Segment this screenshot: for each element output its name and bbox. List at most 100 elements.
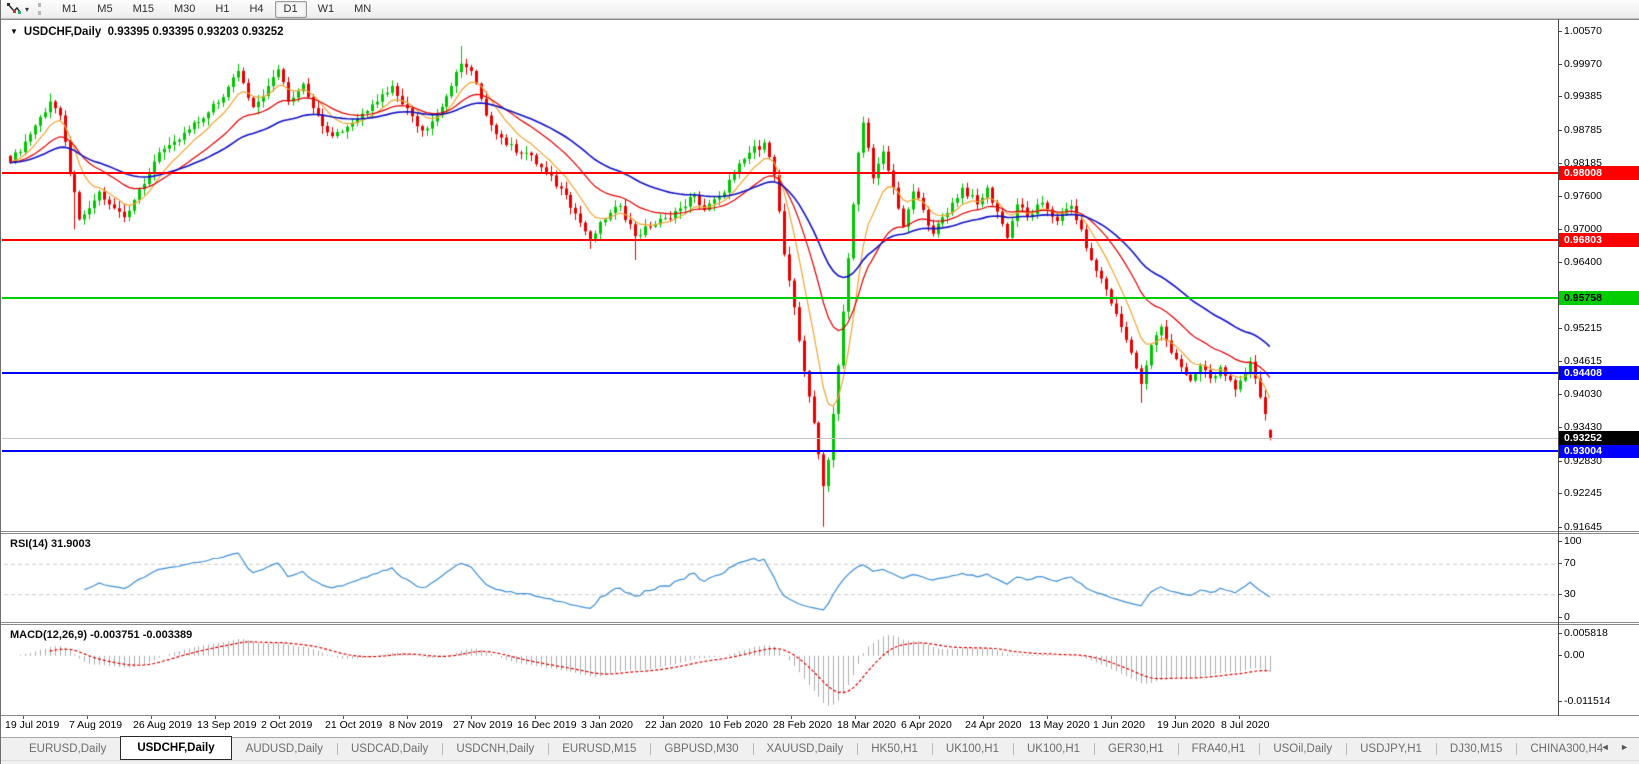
price-axis-tick: 0.95215 — [1558, 322, 1602, 335]
collapse-triangle-icon[interactable]: ▼ — [10, 27, 18, 36]
timeframe-button-m15[interactable]: M15 — [132, 2, 154, 15]
macd-axis-tick: 0.00 — [1557, 649, 1585, 662]
level-price-box: 0.98008 — [1559, 166, 1639, 180]
date-label: 8 Nov 2019 — [389, 719, 443, 731]
price-axis-tick: 0.92245 — [1558, 487, 1602, 500]
tab-scroll-left-icon[interactable]: ◄ — [1600, 742, 1610, 752]
chart-tab-uk100-h1[interactable]: UK100,H1 — [1012, 738, 1094, 760]
date-tick — [87, 716, 88, 719]
date-label: 8 Jul 2020 — [1221, 719, 1270, 731]
rsi-axis-tick: 30 — [1558, 587, 1576, 600]
current-price-line — [2, 438, 1558, 439]
chart-tab-china300-h4[interactable]: CHINA300,H4 — [1516, 738, 1617, 760]
price-axis-tick: 0.94615 — [1558, 355, 1602, 368]
date-tick — [727, 716, 728, 719]
timeframe-button-d1[interactable]: D1 — [274, 0, 307, 18]
date-tick — [23, 716, 24, 719]
timeframe-button-h1[interactable]: H1 — [215, 2, 230, 15]
date-label: 18 Mar 2020 — [837, 719, 896, 731]
chart-tab-usdjpy-h1[interactable]: USDJPY,H1 — [1346, 738, 1436, 760]
date-label: 19 Jun 2020 — [1157, 719, 1215, 731]
date-label: 16 Dec 2019 — [517, 719, 577, 731]
date-label: 28 Feb 2020 — [773, 719, 832, 731]
tab-scroll-arrows: ◄ ► — [1593, 742, 1629, 752]
date-tick — [215, 716, 216, 719]
level-price-box: 0.94408 — [1559, 366, 1639, 380]
date-label: 3 Jan 2020 — [581, 719, 633, 731]
date-label: 1 Jun 2020 — [1093, 719, 1145, 731]
date-tick — [599, 716, 600, 719]
timeframe-button-mn[interactable]: MN — [354, 2, 372, 15]
horizontal-level-line[interactable] — [2, 450, 1558, 452]
time-axis[interactable]: 19 Jul 2019 7 Aug 2019 26 Aug 2019 13 Sep 2… — [1, 716, 1639, 737]
current-price-box: 0.93252 — [1559, 431, 1639, 445]
date-label: 27 Nov 2019 — [453, 719, 513, 731]
horizontal-level-line[interactable] — [2, 297, 1558, 299]
chart-symbol-label: USDCHF,Daily — [23, 26, 102, 38]
chart-tab-ger30-h1[interactable]: GER30,H1 — [1094, 738, 1178, 760]
date-tick — [791, 716, 792, 719]
date-tick — [1239, 716, 1240, 719]
rsi-axis-tick: 0 — [1558, 610, 1570, 623]
date-tick — [535, 716, 536, 719]
date-tick — [663, 716, 664, 719]
chart-tab-uk100-h1[interactable]: UK100,H1 — [931, 738, 1013, 760]
chart-tab-dj30-m15[interactable]: DJ30,M15 — [1435, 738, 1516, 760]
chart-tab-usdcnh-daily[interactable]: USDCNH,Daily — [442, 738, 548, 760]
tab-scroll-right-icon[interactable]: ► — [1620, 742, 1629, 752]
horizontal-level-line[interactable] — [2, 239, 1558, 241]
chart-ohlc-values: 0.93395 0.93395 0.93203 0.93252 — [107, 26, 284, 38]
date-tick — [343, 716, 344, 719]
macd-values: -0.003751 -0.003389 — [90, 629, 193, 641]
macd-indicator-label: MACD(12,26,9) -0.003751 -0.003389 — [10, 629, 192, 641]
price-axis-tick: 0.97000 — [1558, 222, 1602, 235]
chart-tab-usdchf-daily[interactable]: USDCHF,Daily — [120, 736, 232, 760]
date-tick — [1111, 716, 1112, 719]
chart-title: ▼ USDCHF,Daily 0.93395 0.93395 0.93203 0.… — [10, 26, 284, 38]
rsi-value: 31.9003 — [50, 538, 91, 550]
price-axis-tick: 0.99970 — [1558, 57, 1602, 70]
candlestick-chart-canvas[interactable] — [2, 20, 1558, 531]
macd-chart-canvas[interactable] — [2, 625, 1558, 715]
chart-tab-eurusd-m15[interactable]: EURUSD,M15 — [548, 738, 650, 760]
timeframe-button-m1[interactable]: M1 — [62, 2, 78, 15]
chart-tab-usoil-daily[interactable]: USOil,Daily — [1259, 738, 1346, 760]
chart-tab-fra40-h1[interactable]: FRA40,H1 — [1177, 738, 1260, 760]
timeframe-button-w1[interactable]: W1 — [317, 2, 335, 15]
chart-tab-gbpusd-m30[interactable]: GBPUSD,M30 — [650, 738, 752, 760]
price-axis-tick: 0.96400 — [1558, 256, 1602, 269]
price-axis-tick: 1.00570 — [1558, 24, 1602, 37]
date-label: 10 Feb 2020 — [709, 719, 768, 731]
date-tick — [983, 716, 984, 719]
timeframe-button-m5[interactable]: M5 — [97, 2, 113, 15]
macd-axis-tick: 0.005818 — [1558, 626, 1608, 639]
horizontal-level-line[interactable] — [2, 372, 1558, 374]
date-tick — [407, 716, 408, 719]
chart-tab-usdcad-daily[interactable]: USDCAD,Daily — [336, 738, 442, 760]
chart-tab-bar: EURUSD,Daily USDCHF,Daily AUDUSD,Daily USDC… — [1, 736, 1639, 760]
chart-tab-eurusd-daily[interactable]: EURUSD,Daily — [29, 743, 107, 755]
timeframe-button-h4[interactable]: H4 — [249, 2, 264, 15]
date-tick — [855, 716, 856, 719]
window-bottom-strip — [1, 760, 1639, 764]
timeframe-button-m30[interactable]: M30 — [173, 2, 196, 15]
level-price-box: 0.95758 — [1559, 291, 1639, 305]
date-label: 24 Apr 2020 — [965, 719, 1022, 731]
rsi-name: RSI(14) — [10, 538, 48, 550]
date-label: 6 Apr 2020 — [901, 719, 952, 731]
date-label: 2 Oct 2019 — [261, 719, 313, 731]
date-label: 13 May 2020 — [1029, 719, 1090, 731]
chart-tab-xauusd-daily[interactable]: XAUUSD,Daily — [752, 738, 858, 760]
chart-tab-hk50-h1[interactable]: HK50,H1 — [857, 738, 932, 760]
price-axis-tick: 0.94030 — [1558, 387, 1602, 400]
chart-tab-audusd-daily[interactable]: AUDUSD,Daily — [245, 743, 323, 755]
date-label: 26 Aug 2019 — [133, 719, 192, 731]
date-label: 19 Jul 2019 — [5, 719, 60, 731]
horizontal-level-line[interactable] — [2, 172, 1558, 174]
date-label: 22 Jan 2020 — [645, 719, 703, 731]
drawing-tool-button[interactable]: ▾ — [4, 1, 32, 17]
toolbar-grip-handle[interactable] — [38, 3, 44, 15]
drawing-tool-icon — [7, 2, 21, 14]
rsi-chart-canvas[interactable] — [2, 534, 1558, 622]
date-label: 13 Sep 2019 — [197, 719, 257, 731]
